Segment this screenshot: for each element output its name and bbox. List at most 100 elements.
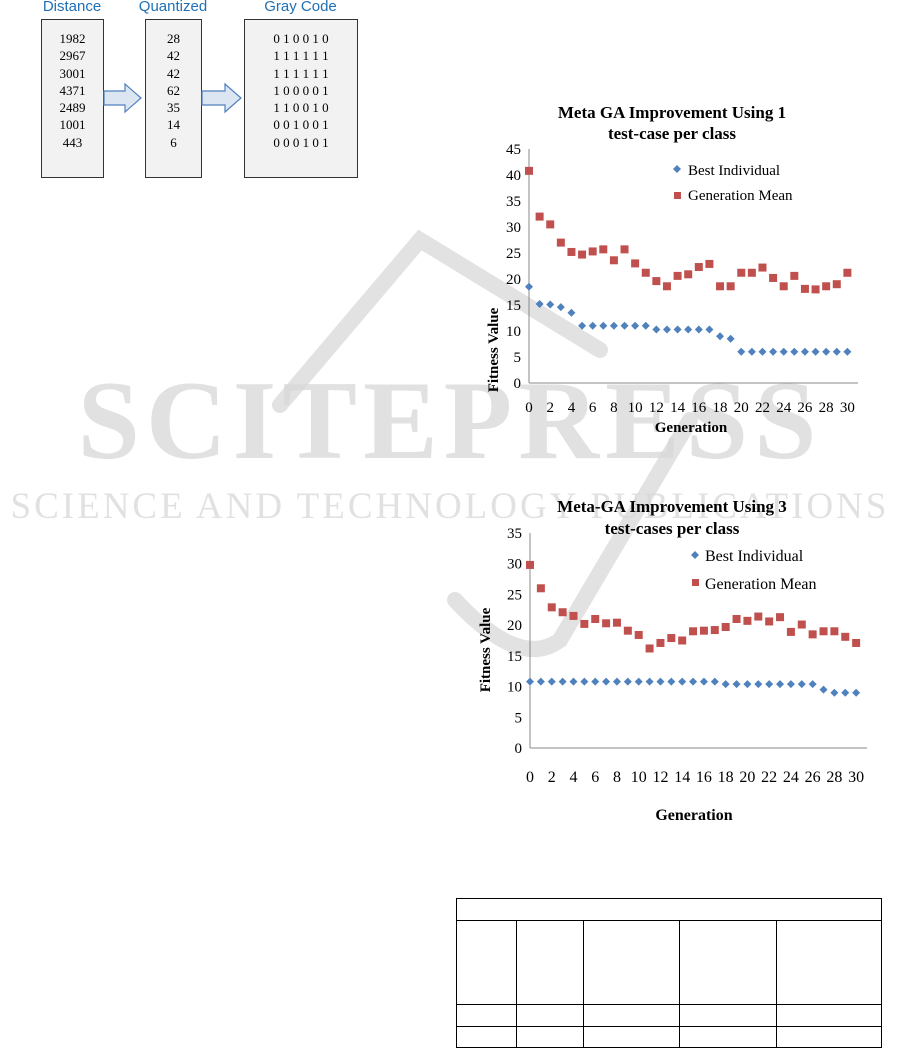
table-col-divider — [516, 920, 517, 1048]
y-tick-label: 5 — [514, 350, 522, 366]
y-tick-label: 15 — [507, 649, 522, 665]
best-individual-point — [567, 308, 576, 317]
distance-value: 2489 — [59, 100, 86, 116]
generation-mean-point — [591, 615, 600, 623]
best-individual-point — [641, 321, 650, 330]
best-individual-point — [716, 332, 725, 341]
best-individual-point — [737, 347, 746, 356]
best-individual-point — [743, 680, 752, 689]
best-individual-point — [819, 685, 828, 694]
generation-mean-point — [612, 618, 621, 627]
best-individual-point — [612, 677, 621, 686]
quantized-box: 28 42 42 62 35 14 6 — [145, 19, 202, 178]
best-individual-point — [710, 677, 719, 686]
generation-mean-point — [599, 245, 608, 254]
x-tick-label: 20 — [739, 769, 755, 786]
best-individual-point — [699, 677, 708, 686]
legend-marker-diamond — [691, 551, 699, 559]
best-individual-point — [609, 321, 618, 330]
distance-value: 1982 — [59, 31, 86, 46]
best-individual-point — [599, 321, 608, 330]
generation-mean-point — [830, 627, 839, 636]
quantized-value: 14 — [167, 117, 180, 133]
gray-code-value: 1 1 1 1 1 1 — [273, 48, 329, 64]
y-tick-label: 35 — [506, 194, 521, 210]
best-individual-point — [588, 321, 597, 330]
quantized-value: 42 — [167, 48, 180, 64]
best-individual-point — [808, 680, 817, 689]
x-tick-label: 4 — [568, 400, 576, 416]
generation-mean-point — [790, 271, 799, 280]
generation-mean-point — [758, 263, 767, 272]
best-individual-point — [797, 680, 806, 689]
generation-mean-point — [832, 280, 841, 289]
legend-marker-square — [692, 579, 699, 586]
best-individual-point — [841, 688, 850, 697]
best-individual-point — [556, 303, 565, 312]
y-axis-label: Fitness Value — [478, 607, 494, 692]
best-individual-point — [526, 677, 534, 686]
best-individual-point — [662, 325, 671, 334]
generation-mean-point — [808, 630, 817, 639]
y-tick-label: 5 — [515, 710, 523, 726]
x-tick-label: 18 — [713, 400, 728, 416]
best-individual-point — [843, 347, 852, 356]
x-tick-label: 28 — [819, 400, 834, 416]
x-tick-label: 28 — [826, 769, 842, 786]
generation-mean-point — [776, 613, 785, 622]
table-right-border — [881, 898, 882, 1048]
x-tick-label: 0 — [526, 769, 534, 786]
generation-mean-point — [716, 282, 725, 291]
generation-mean-point — [747, 268, 756, 277]
distance-value: 4371 — [59, 82, 86, 98]
generation-mean-point — [678, 636, 687, 645]
y-tick-label: 25 — [506, 246, 521, 262]
chart-3-test-cases: Meta-GA Improvement Using 3 test-cases p… — [478, 497, 867, 824]
generation-mean-point — [547, 603, 556, 612]
y-tick-label: 35 — [507, 526, 522, 542]
distance-value: 3001 — [59, 65, 86, 81]
legend-marker-square — [674, 192, 681, 199]
best-individual-point — [721, 680, 730, 689]
generation-mean-point — [800, 284, 809, 293]
column-title-quantized: Quantized — [138, 0, 208, 15]
generation-mean-point — [558, 608, 567, 617]
quantized-value: 35 — [167, 100, 180, 116]
generation-mean-point — [765, 617, 774, 626]
y-tick-label: 0 — [514, 376, 522, 392]
generation-mean-point — [546, 220, 555, 229]
x-tick-label: 30 — [840, 400, 855, 416]
best-individual-point — [726, 334, 735, 343]
generation-mean-point — [602, 619, 611, 628]
generation-mean-point — [721, 622, 730, 631]
best-individual-point — [705, 325, 714, 334]
generation-mean-point — [569, 611, 578, 620]
generation-mean-point — [769, 273, 778, 282]
best-individual-point — [754, 680, 763, 689]
x-tick-label: 2 — [546, 400, 554, 416]
x-tick-label: 10 — [628, 400, 643, 416]
generation-mean-point — [556, 238, 565, 247]
arrow-right-icon — [103, 82, 142, 114]
best-individual-point — [667, 677, 676, 686]
y-tick-label: 45 — [506, 142, 521, 158]
best-individual-point — [765, 680, 774, 689]
y-axis-label: Fitness Value — [486, 307, 502, 392]
legend-label: Generation Mean — [688, 188, 793, 204]
distance-value: 2967 — [59, 48, 86, 64]
quantized-value: 28 — [167, 31, 180, 46]
generation-mean-point — [710, 626, 719, 635]
generation-mean-point — [737, 268, 746, 277]
table-row-border — [456, 1026, 882, 1027]
best-individual-point — [634, 677, 643, 686]
best-individual-point — [684, 325, 693, 334]
generation-mean-point — [667, 634, 676, 643]
legend-marker-diamond — [673, 165, 681, 173]
x-tick-label: 14 — [674, 769, 690, 786]
table-col-divider — [679, 920, 680, 1048]
column-title-distance: Distance — [42, 0, 102, 15]
table-row-border — [456, 1004, 882, 1005]
y-tick-label: 0 — [515, 741, 523, 757]
x-tick-label: 10 — [631, 769, 647, 786]
generation-mean-point — [623, 626, 632, 635]
